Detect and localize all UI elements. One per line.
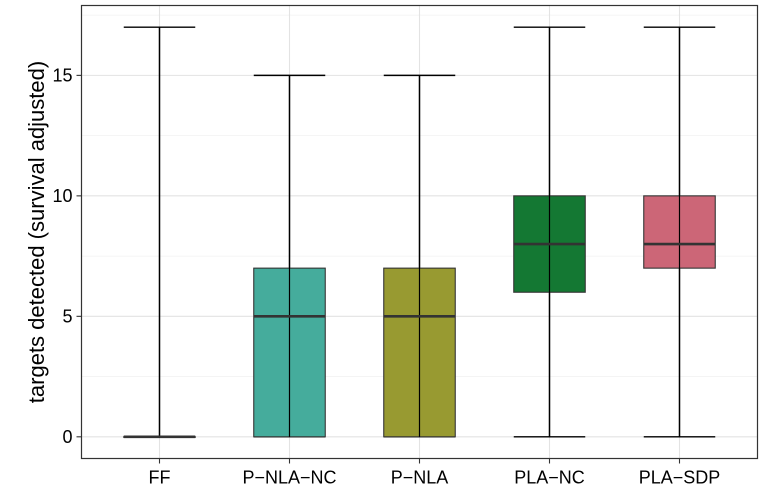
box-group [643, 26, 716, 438]
x-tick-label: PLA−SDP [639, 468, 721, 488]
y-tick-label: 10 [52, 186, 72, 206]
box-layer [123, 26, 716, 439]
x-tick-label: FF [149, 468, 171, 488]
y-axis-title: targets detected (survival adjusted) [24, 61, 49, 403]
box-group [513, 26, 586, 438]
y-tick-label: 15 [52, 65, 72, 85]
y-tick-label: 0 [62, 427, 72, 447]
axis-layer: 0 5 10 15 FF P−NLA−NC P−NLA PLA−NC PLA−SDP [52, 65, 720, 487]
box-group [383, 74, 456, 438]
box-group [253, 74, 326, 438]
x-tick-label: P−NLA [391, 468, 449, 488]
x-tick-label: P−NLA−NC [242, 468, 336, 488]
box-group [123, 26, 196, 439]
y-tick-label: 5 [62, 306, 72, 326]
x-tick-label: PLA−NC [514, 468, 585, 488]
